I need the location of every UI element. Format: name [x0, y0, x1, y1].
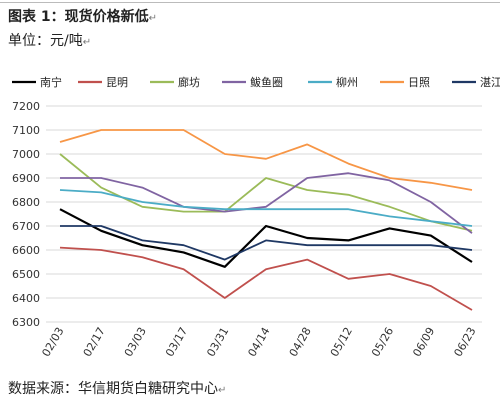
x-tick-label: 03/17 — [163, 325, 190, 359]
y-tick-label: 6900 — [12, 172, 40, 185]
series-line-6 — [59, 129, 473, 191]
data-source: 数据来源：华信期货白糖研究中心↵ — [8, 381, 227, 397]
series-lines — [59, 129, 473, 311]
legend: 南宁 昆明 廊坊 鲅鱼圈 柳州 日照 湛江 — [12, 75, 500, 89]
x-tick-label: 02/03 — [39, 325, 66, 359]
x-tick-label: 05/26 — [369, 325, 396, 359]
y-tick-label: 6600 — [12, 244, 40, 257]
y-tick-label: 6300 — [12, 316, 40, 329]
unit-label: 单位：元/吨↵ — [8, 33, 92, 49]
series-line-5 — [59, 189, 473, 227]
grid-lines — [46, 105, 482, 323]
top-divider — [0, 2, 500, 3]
series-line-7 — [60, 225, 473, 261]
y-tick-label: 6400 — [12, 292, 40, 305]
y-tick-label: 7000 — [12, 148, 40, 161]
legend-label-2: 昆明 — [106, 76, 128, 89]
legend-label-4: 鲅鱼圈 — [250, 75, 283, 89]
x-tick-label: 04/14 — [245, 325, 272, 359]
x-axis-ticks: 02/03 02/17 03/03 03/17 03/31 04/14 04/28 05/12… — [39, 325, 478, 359]
series-line-2 — [59, 246, 473, 311]
y-tick-label: 6700 — [12, 220, 40, 233]
legend-label-5: 柳州 — [336, 75, 358, 89]
y-tick-label: 6800 — [12, 196, 40, 209]
series-line-4 — [60, 172, 473, 234]
x-tick-label: 06/23 — [451, 325, 478, 359]
legend-label-3: 廊坊 — [178, 75, 200, 89]
x-tick-label: 06/09 — [410, 325, 437, 359]
figure-title: 图表 1：现货价格新低↵ — [8, 9, 158, 25]
y-tick-label: 7200 — [12, 100, 40, 113]
series-line-3 — [59, 153, 473, 232]
x-tick-label: 05/12 — [328, 325, 355, 359]
x-tick-label: 02/17 — [81, 325, 108, 359]
y-tick-label: 7100 — [12, 124, 40, 137]
y-tick-label: 6500 — [12, 268, 40, 281]
x-tick-label: 04/28 — [287, 325, 314, 359]
legend-label-6: 日照 — [408, 76, 430, 89]
x-tick-label: 03/31 — [204, 325, 231, 359]
legend-label-7: 湛江 — [480, 76, 500, 89]
x-tick-label: 03/03 — [122, 325, 149, 359]
y-axis-ticks: 6300 6400 6500 6600 6700 6800 6900 7000 7100 7200 — [12, 100, 40, 329]
series-line-1 — [59, 208, 473, 268]
legend-label-1: 南宁 — [40, 75, 62, 89]
